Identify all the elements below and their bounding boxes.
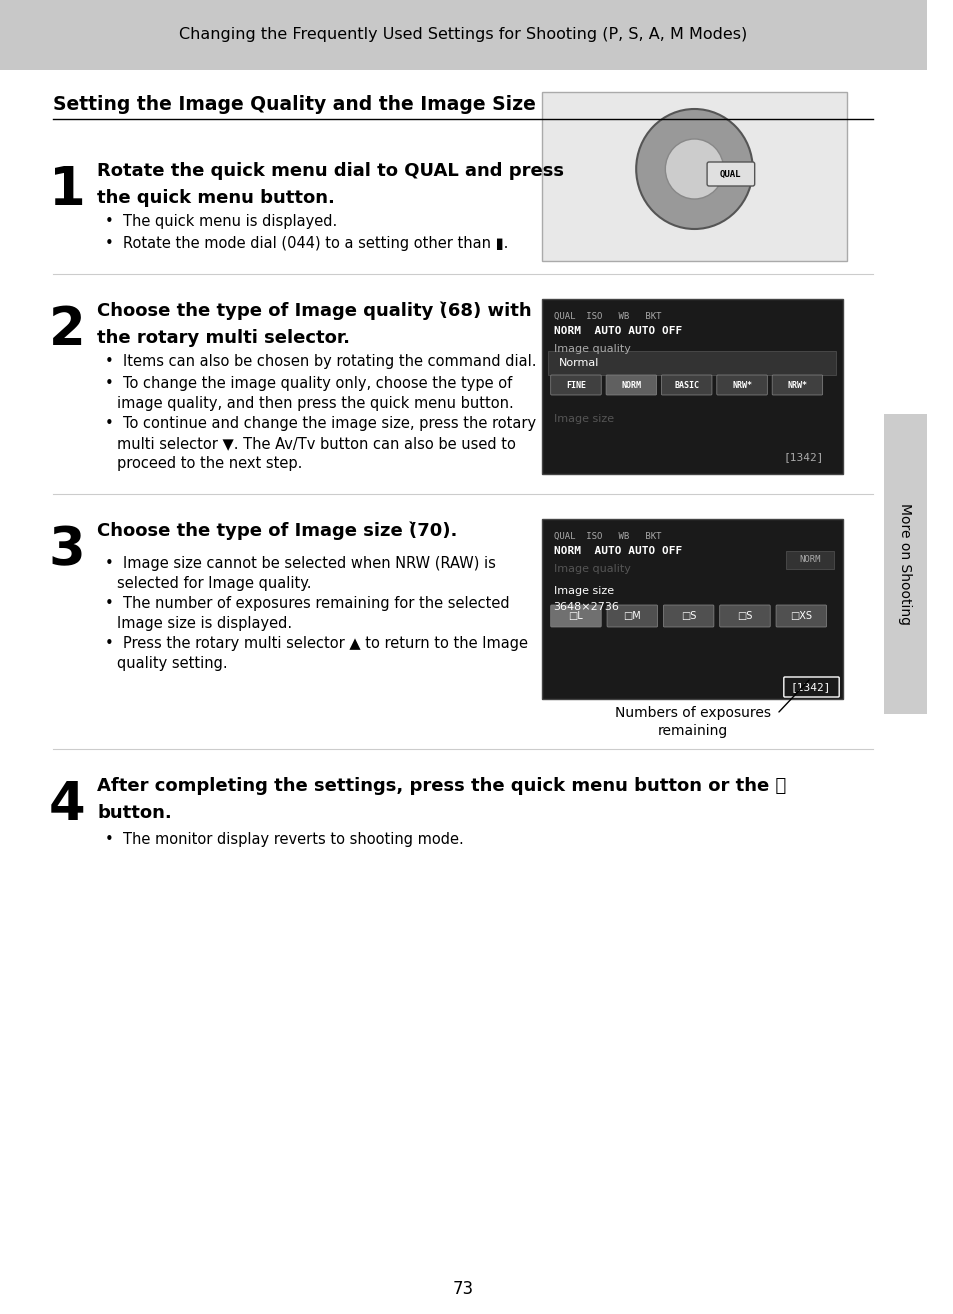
Text: •  To change the image quality only, choose the type of: • To change the image quality only, choo… <box>105 376 512 392</box>
Text: After completing the settings, press the quick menu button or the ⒪: After completing the settings, press the… <box>97 777 785 795</box>
Text: 73: 73 <box>453 1280 474 1298</box>
Text: multi selector ▼. The Av/Tv button can also be used to: multi selector ▼. The Av/Tv button can a… <box>116 436 515 451</box>
Text: Numbers of exposures: Numbers of exposures <box>614 706 770 720</box>
Text: Choose the type of Image size (̀70).: Choose the type of Image size (̀70). <box>97 522 457 540</box>
FancyBboxPatch shape <box>783 677 839 696</box>
Text: 3648×2736: 3648×2736 <box>553 602 618 612</box>
FancyBboxPatch shape <box>606 604 657 627</box>
Text: image quality, and then press the quick menu button.: image quality, and then press the quick … <box>116 396 513 411</box>
FancyBboxPatch shape <box>771 374 821 396</box>
Circle shape <box>664 139 722 198</box>
Circle shape <box>636 109 752 229</box>
Text: NRW*: NRW* <box>731 381 751 389</box>
Text: Image size is displayed.: Image size is displayed. <box>116 616 292 631</box>
Text: Image quality: Image quality <box>553 344 630 353</box>
Text: □XS: □XS <box>789 611 811 622</box>
Bar <box>882 414 925 714</box>
Text: QUAL  ISO   WB   BKT: QUAL ISO WB BKT <box>553 532 660 541</box>
Text: BASIC: BASIC <box>674 381 699 389</box>
Text: •  Items can also be chosen by rotating the command dial.: • Items can also be chosen by rotating t… <box>105 353 536 369</box>
Text: •  Rotate the mode dial (044) to a setting other than ▮.: • Rotate the mode dial (044) to a settin… <box>105 237 508 251</box>
Text: •  The quick menu is displayed.: • The quick menu is displayed. <box>105 214 336 229</box>
Bar <box>0 0 925 70</box>
FancyBboxPatch shape <box>660 374 711 396</box>
Text: Image size: Image size <box>553 414 613 424</box>
Text: remaining: remaining <box>657 724 727 738</box>
FancyBboxPatch shape <box>706 162 754 187</box>
Text: the quick menu button.: the quick menu button. <box>97 189 335 208</box>
Text: •  The monitor display reverts to shooting mode.: • The monitor display reverts to shootin… <box>105 832 463 848</box>
Text: 1: 1 <box>49 164 85 215</box>
Text: □S: □S <box>680 611 696 622</box>
Text: 4: 4 <box>49 779 85 830</box>
FancyBboxPatch shape <box>541 300 842 474</box>
FancyBboxPatch shape <box>541 519 842 699</box>
Text: QUAL  ISO   WB   BKT: QUAL ISO WB BKT <box>553 311 660 321</box>
Text: [1342]: [1342] <box>782 452 822 463</box>
Text: button.: button. <box>97 804 172 823</box>
Text: 3: 3 <box>49 524 85 576</box>
Text: Choose the type of Image quality (̀68) with: Choose the type of Image quality (̀68) w… <box>97 302 531 321</box>
FancyBboxPatch shape <box>550 374 600 396</box>
Text: Image quality: Image quality <box>553 564 630 574</box>
Text: NORM  AUTO AUTO OFF: NORM AUTO AUTO OFF <box>553 326 681 336</box>
FancyBboxPatch shape <box>716 374 766 396</box>
Text: •  Press the rotary multi selector ▲ to return to the Image: • Press the rotary multi selector ▲ to r… <box>105 636 527 650</box>
Text: •  The number of exposures remaining for the selected: • The number of exposures remaining for … <box>105 597 509 611</box>
Text: QUAL: QUAL <box>719 170 740 179</box>
Text: NORM: NORM <box>799 556 820 565</box>
Text: NORM: NORM <box>620 381 640 389</box>
Text: NORM  AUTO AUTO OFF: NORM AUTO AUTO OFF <box>553 547 681 556</box>
FancyBboxPatch shape <box>550 604 600 627</box>
Text: More on Shooting: More on Shooting <box>898 503 911 625</box>
FancyBboxPatch shape <box>775 604 825 627</box>
Text: NRW*: NRW* <box>786 381 806 389</box>
FancyBboxPatch shape <box>662 604 713 627</box>
FancyBboxPatch shape <box>541 92 846 261</box>
Text: □L: □L <box>568 611 582 622</box>
Text: •  To continue and change the image size, press the rotary: • To continue and change the image size,… <box>105 417 536 431</box>
Text: Rotate the quick menu dial to QUAL and press: Rotate the quick menu dial to QUAL and p… <box>97 162 563 180</box>
Text: selected for Image quality.: selected for Image quality. <box>116 576 311 591</box>
Text: 2: 2 <box>49 304 85 356</box>
Text: Normal: Normal <box>558 357 598 368</box>
Text: Image size: Image size <box>553 586 613 597</box>
Text: •  Image size cannot be selected when NRW (RAW) is: • Image size cannot be selected when NRW… <box>105 556 496 572</box>
FancyBboxPatch shape <box>785 551 834 569</box>
Text: [1342]: [1342] <box>790 682 830 692</box>
Text: Setting the Image Quality and the Image Size: Setting the Image Quality and the Image … <box>53 95 536 113</box>
Text: the rotary multi selector.: the rotary multi selector. <box>97 328 350 347</box>
FancyBboxPatch shape <box>605 374 656 396</box>
Text: □M: □M <box>622 611 640 622</box>
Text: quality setting.: quality setting. <box>116 656 227 671</box>
FancyBboxPatch shape <box>547 351 836 374</box>
Text: □S: □S <box>737 611 752 622</box>
FancyBboxPatch shape <box>719 604 769 627</box>
Text: proceed to the next step.: proceed to the next step. <box>116 456 301 470</box>
Text: Changing the Frequently Used Settings for Shooting (P, S, A, M Modes): Changing the Frequently Used Settings fo… <box>179 28 746 42</box>
Text: FINE: FINE <box>565 381 585 389</box>
